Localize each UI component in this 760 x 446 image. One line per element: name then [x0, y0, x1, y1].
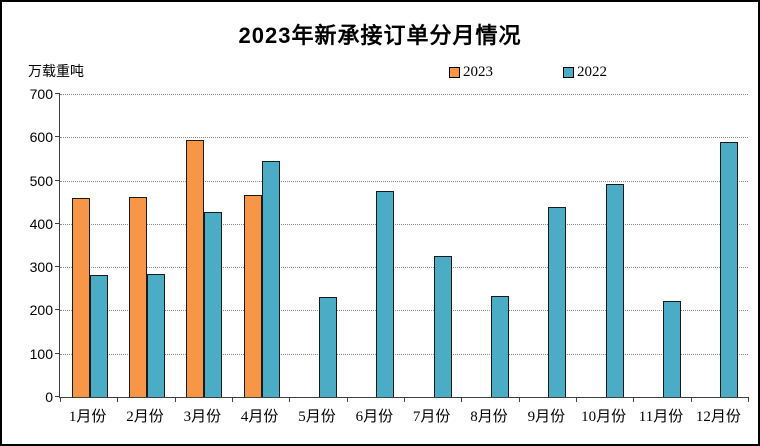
x-tick-4 [289, 397, 291, 402]
x-label-3月份: 3月份 [183, 409, 222, 425]
bar-2022-7月份 [433, 255, 452, 397]
y-tick-0 [55, 396, 60, 397]
bar-2023-3月份 [186, 140, 205, 397]
bar-2022-4月份 [261, 160, 280, 397]
x-tick-3 [232, 397, 233, 402]
bar-2022-6月份 [376, 190, 395, 397]
gridline-600 [60, 137, 748, 139]
bar-2023-4月份 [243, 195, 262, 397]
x-label-4月份: 4月份 [240, 409, 279, 425]
x-tick-12 [748, 397, 749, 402]
x-label-11月份: 11月份 [638, 409, 684, 425]
x-label-7月份: 7月份 [412, 409, 451, 425]
x-tick-7 [461, 397, 463, 402]
bar-2022-11月份 [663, 301, 681, 397]
legend-item-2022: 2022 [563, 64, 607, 81]
gridline-700 [60, 94, 748, 95]
x-tick-6 [404, 397, 405, 402]
y-axis-unit-label: 万载重吨 [28, 63, 84, 79]
y-tick-600 [55, 136, 60, 138]
x-tick-5 [346, 397, 348, 402]
x-tick-1 [117, 397, 119, 402]
x-tick-11 [690, 397, 692, 402]
x-label-8月份: 8月份 [470, 409, 508, 425]
gridline-400 [60, 223, 748, 225]
x-label-12月份: 12月份 [695, 409, 741, 425]
y-tick-label-600: 600 [29, 129, 53, 146]
gridline-200 [60, 310, 748, 312]
bar-2022-8月份 [491, 296, 509, 397]
y-tick-200 [55, 309, 60, 311]
y-tick-400 [55, 222, 60, 224]
x-label-10月份: 10月份 [581, 409, 627, 425]
chart-title: 2023年新承接订单分月情况 [238, 23, 522, 48]
gridline-100 [60, 353, 748, 355]
bar-2022-12月份 [720, 141, 739, 397]
legend-label-2022: 2022 [577, 64, 607, 80]
bar-2022-9月份 [548, 206, 567, 397]
x-tick-2 [174, 397, 176, 402]
y-tick-label-0: 0 [45, 389, 53, 405]
x-label-2月份: 2月份 [126, 409, 164, 425]
x-label-9月份: 9月份 [527, 409, 566, 425]
y-tick-label-200: 200 [29, 302, 53, 319]
plot-area [55, 93, 749, 402]
bar-2023-2月份 [129, 197, 147, 397]
y-tick-label-500: 500 [29, 172, 53, 189]
y-tick-label-400: 400 [29, 215, 53, 232]
legend-item-2023: 2023 [449, 64, 493, 81]
y-tick-500 [55, 179, 60, 181]
bar-2022-1月份 [89, 274, 108, 397]
y-tick-100 [55, 352, 60, 354]
y-tick-300 [55, 266, 60, 268]
gridline-300 [60, 267, 748, 269]
legend-label-2023: 2023 [463, 64, 493, 80]
legend-swatch-2022-icon [563, 67, 574, 78]
bar-2023-1月份 [71, 197, 90, 397]
y-axis-labels: 0 100 200 300 400 500 600 700 [19, 2, 53, 444]
bar-2022-3月份 [204, 211, 223, 397]
x-tick-8 [518, 397, 520, 402]
x-tick-9 [576, 397, 577, 402]
x-tick-0 [60, 397, 61, 402]
legend-swatch-2023-icon [449, 67, 460, 78]
x-label-6月份: 6月份 [355, 409, 394, 425]
bar-2022-10月份 [605, 183, 624, 397]
gridline-500 [60, 180, 748, 182]
y-tick-700 [55, 93, 60, 94]
legend: 2023 2022 [449, 64, 607, 81]
x-tick-10 [633, 397, 635, 402]
x-label-1月份: 1月份 [68, 409, 107, 425]
y-tick-label-100: 100 [29, 345, 53, 362]
x-label-5月份: 5月份 [298, 409, 336, 425]
y-tick-label-300: 300 [29, 259, 53, 276]
bar-2022-2月份 [147, 274, 165, 397]
y-tick-label-700: 700 [29, 86, 53, 102]
bar-2022-5月份 [319, 297, 337, 397]
